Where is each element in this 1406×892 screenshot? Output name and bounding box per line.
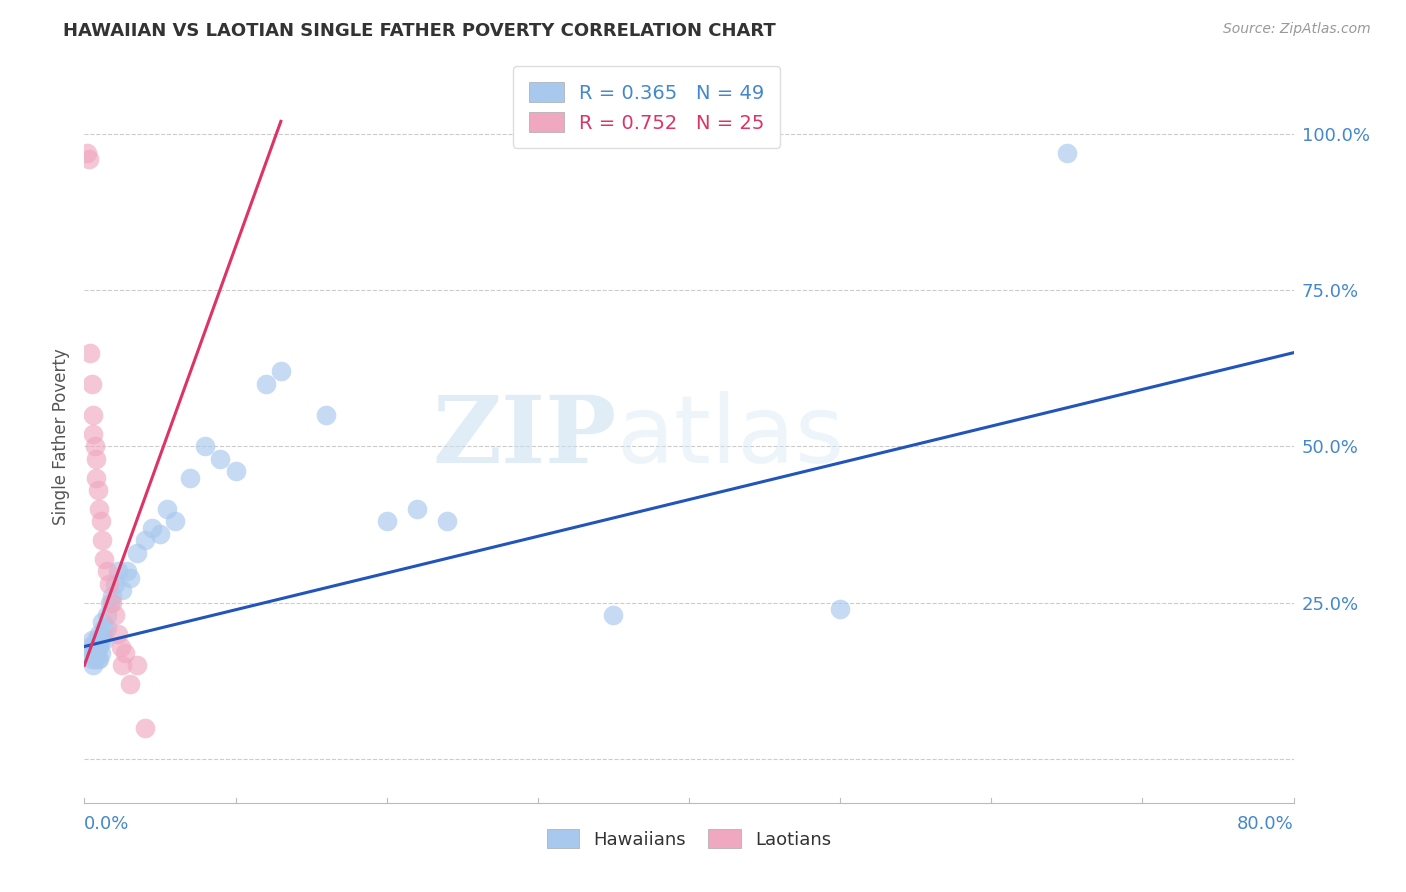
Point: [79, 646, 101, 660]
Point: [90, 633, 112, 648]
Point: [141, 521, 163, 535]
Point: [80, 652, 103, 666]
Point: [179, 471, 201, 485]
Point: [100, 590, 122, 604]
Point: [375, 515, 398, 529]
Point: [194, 440, 217, 454]
Point: [118, 677, 141, 691]
Point: [89, 640, 111, 654]
Point: [436, 515, 458, 529]
Text: ZIP: ZIP: [432, 392, 616, 482]
Point: [149, 527, 172, 541]
Point: [98, 596, 121, 610]
Point: [100, 596, 122, 610]
Point: [84, 440, 107, 454]
Point: [77, 152, 100, 166]
Point: [225, 465, 247, 479]
Y-axis label: Single Father Poverty: Single Father Poverty: [52, 349, 70, 525]
Point: [82, 426, 104, 441]
Point: [82, 640, 104, 654]
Point: [86, 471, 108, 485]
Point: [93, 552, 115, 566]
Text: atlas: atlas: [616, 391, 845, 483]
Point: [91, 533, 114, 548]
Point: [111, 583, 134, 598]
Point: [111, 658, 134, 673]
Point: [127, 658, 149, 673]
Point: [84, 652, 107, 666]
Point: [89, 502, 111, 516]
Legend: Hawaiians, Laotians: Hawaiians, Laotians: [540, 822, 838, 856]
Point: [104, 577, 127, 591]
Point: [82, 408, 104, 422]
Point: [87, 640, 110, 654]
Point: [114, 646, 136, 660]
Text: HAWAIIAN VS LAOTIAN SINGLE FATHER POVERTY CORRELATION CHART: HAWAIIAN VS LAOTIAN SINGLE FATHER POVERT…: [63, 22, 776, 40]
Point: [79, 345, 101, 359]
Point: [156, 502, 179, 516]
Point: [77, 640, 100, 654]
Point: [127, 546, 149, 560]
Point: [89, 652, 111, 666]
Point: [90, 646, 112, 660]
Point: [270, 364, 292, 378]
Point: [165, 515, 187, 529]
Text: 0.0%: 0.0%: [84, 815, 129, 833]
Point: [87, 483, 110, 498]
Point: [82, 658, 104, 673]
Text: Source: ZipAtlas.com: Source: ZipAtlas.com: [1223, 22, 1371, 37]
Point: [86, 633, 108, 648]
Point: [134, 721, 156, 735]
Text: 80.0%: 80.0%: [1237, 815, 1294, 833]
Point: [134, 533, 156, 548]
Point: [406, 502, 429, 516]
Point: [84, 646, 107, 660]
Point: [107, 565, 129, 579]
Point: [107, 627, 129, 641]
Point: [80, 633, 103, 648]
Point: [254, 376, 277, 391]
Point: [110, 640, 132, 654]
Point: [89, 627, 111, 641]
Point: [96, 621, 118, 635]
Point: [86, 452, 108, 467]
Point: [96, 565, 118, 579]
Point: [91, 615, 114, 629]
Point: [118, 571, 141, 585]
Point: [96, 608, 118, 623]
Point: [90, 515, 112, 529]
Point: [87, 652, 110, 666]
Point: [86, 646, 108, 660]
Point: [115, 565, 138, 579]
Point: [104, 608, 127, 623]
Point: [93, 621, 115, 635]
Point: [91, 627, 114, 641]
Point: [97, 577, 120, 591]
Point: [602, 608, 624, 623]
Point: [76, 145, 98, 160]
Point: [80, 376, 103, 391]
Point: [315, 408, 337, 422]
Point: [93, 633, 115, 648]
Point: [209, 452, 232, 467]
Point: [1056, 145, 1078, 160]
Point: [830, 602, 852, 616]
